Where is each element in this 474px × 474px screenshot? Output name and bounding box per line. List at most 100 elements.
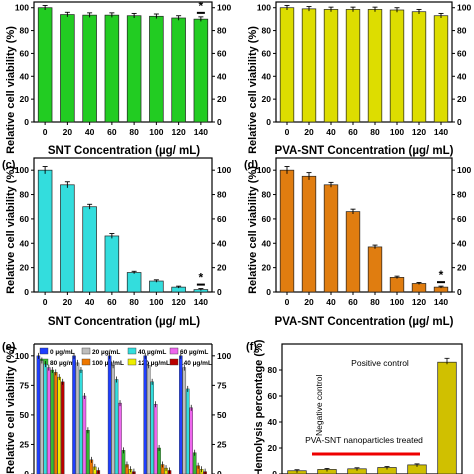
- x-tick-label: 60: [348, 127, 358, 137]
- legend-swatch: [81, 358, 91, 366]
- group-bar: [72, 355, 76, 474]
- bar: [279, 7, 295, 123]
- right-y-tick-label: 60: [217, 214, 227, 224]
- y-tick-label: 20: [262, 94, 272, 104]
- x-tick-label: 20: [304, 127, 314, 137]
- x-tick-label: 140: [194, 127, 208, 137]
- x-tick-label: 40: [326, 127, 336, 137]
- x-tick-label: 100: [149, 127, 163, 137]
- legend-swatch: [169, 358, 179, 366]
- bar: [345, 211, 361, 293]
- panel-e-legend: 0 µg/mL 20 µg/mL 40 µg/mL 60 µg/mL 80 µg/mL 1…: [39, 347, 212, 367]
- significance-asterisk: *: [439, 268, 444, 282]
- right-y-tick-label: 40: [457, 71, 467, 81]
- group-bar: [75, 362, 80, 474]
- bar: [411, 283, 427, 293]
- y-tick-label: 50: [20, 410, 30, 420]
- right-y-tick-label: 100: [457, 3, 471, 13]
- panel-a-xlabel: SNT Concentration (µg/ mL): [48, 145, 200, 157]
- x-tick-label: 20: [304, 297, 314, 307]
- significance-asterisk: *: [199, 271, 204, 285]
- panel-c-ylabel-text: Relative cell viability (%): [5, 166, 17, 294]
- bar: [323, 9, 339, 123]
- group-bar: [43, 363, 48, 474]
- x-tick-label: 40: [85, 297, 95, 307]
- bar: [126, 272, 142, 293]
- x-tick-label: 20: [63, 127, 73, 137]
- right-y-tick-label: 60: [217, 48, 227, 58]
- group-bar: [54, 372, 58, 474]
- group-bar: [60, 381, 65, 474]
- x-tick-label: 60: [107, 297, 117, 307]
- right-y-tick-label: 20: [457, 94, 467, 104]
- x-tick-label: 0: [285, 297, 290, 307]
- bar: [60, 14, 75, 123]
- y-tick-label: 0: [266, 117, 271, 127]
- right-y-tick-label: 0: [457, 117, 462, 127]
- x-tick-label: 140: [434, 297, 448, 307]
- right-y-tick-label: 40: [457, 238, 467, 248]
- bar: [126, 15, 142, 123]
- y-tick-label: 80: [268, 365, 278, 375]
- legend-swatch: [127, 358, 137, 366]
- group-bar: [192, 452, 197, 474]
- group-bar: [82, 395, 87, 474]
- y-tick-label: 60: [268, 391, 278, 401]
- x-tick-label: 140: [434, 127, 448, 137]
- y-tick-label: 25: [20, 439, 30, 449]
- y-tick-label: 0: [266, 287, 271, 297]
- group-bar: [57, 376, 61, 474]
- right-y-tick-label: 80: [457, 190, 467, 200]
- right-y-tick-label: 60: [457, 48, 467, 58]
- panel-c-ylabel: Relative cell viability (%): [5, 166, 17, 294]
- y-tick-label: 80: [262, 190, 272, 200]
- y-tick-label: 40: [262, 71, 272, 81]
- right-y-tick-label: 100: [217, 3, 231, 13]
- right-y-tick-label: 100: [457, 165, 471, 175]
- x-tick-label: 0: [285, 127, 290, 137]
- y-tick-label: 0: [272, 469, 277, 474]
- x-tick-label: 40: [85, 127, 95, 137]
- x-tick-label: 120: [172, 127, 186, 137]
- x-tick-label: 80: [370, 127, 380, 137]
- x-tick-label: 80: [370, 297, 380, 307]
- panel-d-xlabel: PVA-SNT Concentration (µg/ mL): [275, 316, 454, 328]
- y-tick-label: 100: [15, 351, 29, 361]
- bar: [60, 184, 75, 293]
- y-tick-label: 40: [268, 417, 278, 427]
- y-tick-label: 60: [262, 48, 272, 58]
- y-tick-label: 20: [262, 263, 272, 273]
- panel-a-ylabel: Relative cell viability (%): [5, 26, 17, 154]
- y-tick-label: 40: [262, 238, 272, 248]
- y-tick-label: 20: [20, 94, 30, 104]
- legend-label: 20 µg/mL: [92, 349, 120, 356]
- y-tick-label: 75: [20, 380, 30, 390]
- y-tick-label: 100: [257, 165, 271, 175]
- bar: [82, 206, 97, 293]
- legend-swatch: [127, 347, 137, 355]
- group-bar: [153, 404, 158, 474]
- bar: [323, 184, 339, 293]
- x-tick-label: 0: [43, 127, 48, 137]
- bar: [301, 8, 317, 123]
- y-tick-label: 20: [268, 443, 278, 453]
- group-bar: [185, 388, 190, 474]
- bar: [411, 11, 427, 123]
- panel-e-ylabel-text: Relative cell viability (%): [5, 346, 17, 474]
- x-tick-label: 40: [326, 297, 336, 307]
- right-y-tick-label: 0: [457, 287, 462, 297]
- group-bar: [79, 369, 83, 474]
- x-tick-label: 120: [172, 297, 186, 307]
- y-tick-label: 20: [20, 263, 30, 273]
- bar: [437, 361, 457, 474]
- bar: [193, 18, 209, 123]
- y-tick-label: 0: [24, 469, 29, 474]
- x-tick-label: 100: [149, 297, 163, 307]
- x-tick-label: 20: [63, 297, 73, 307]
- right-y-tick-label: 50: [217, 410, 227, 420]
- legend-label: 120 µg/mL: [138, 360, 170, 367]
- group-bar: [121, 450, 126, 474]
- panel-d: (d) Relative cell viability (%) PVA-SNT …: [244, 157, 471, 328]
- panel-e-ylabel: Relative cell viability (%): [5, 346, 17, 474]
- right-y-tick-label: 60: [457, 214, 467, 224]
